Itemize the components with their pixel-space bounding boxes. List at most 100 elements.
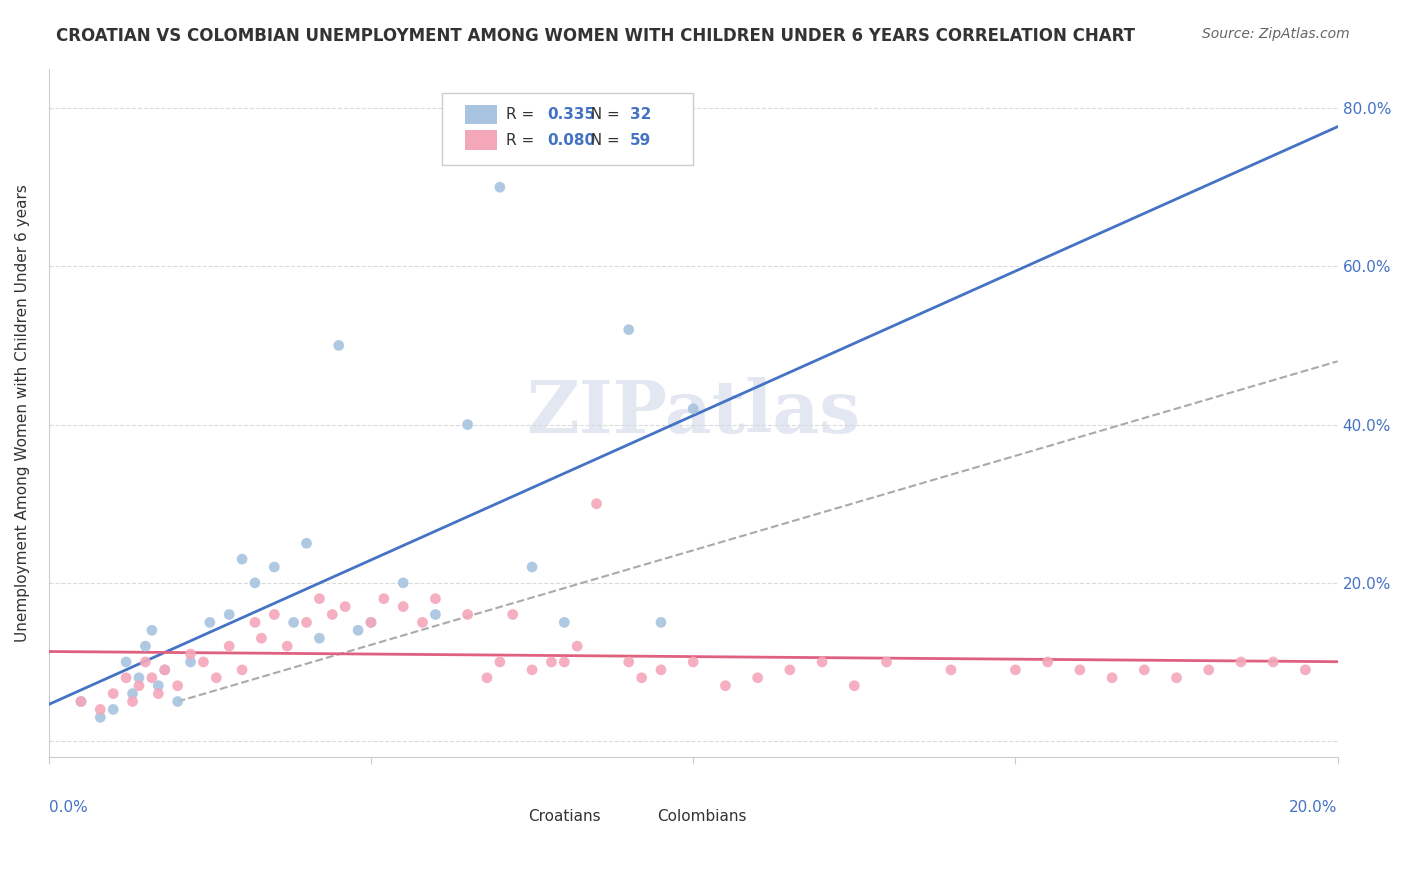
Point xyxy=(1069,663,1091,677)
Point xyxy=(321,607,343,622)
Point xyxy=(335,599,357,614)
Point xyxy=(148,687,170,701)
Point xyxy=(89,702,111,716)
Text: Source: ZipAtlas.com: Source: ZipAtlas.com xyxy=(1202,27,1350,41)
Point xyxy=(218,607,240,622)
Point xyxy=(295,615,318,630)
Point xyxy=(283,615,305,630)
Point xyxy=(425,591,447,606)
Point xyxy=(1263,655,1285,669)
Text: 20.0%: 20.0% xyxy=(1289,800,1337,815)
Point xyxy=(412,615,434,630)
Point xyxy=(134,639,156,653)
Point xyxy=(1294,663,1316,677)
Point xyxy=(347,624,370,638)
Text: 0.0%: 0.0% xyxy=(49,800,87,815)
Point xyxy=(811,655,834,669)
Point xyxy=(276,639,298,653)
Point xyxy=(392,599,415,614)
Point xyxy=(243,615,266,630)
Point xyxy=(457,417,479,432)
FancyBboxPatch shape xyxy=(441,93,693,165)
Point xyxy=(263,607,285,622)
Point xyxy=(205,671,228,685)
Point xyxy=(475,671,498,685)
Point xyxy=(308,591,330,606)
Point xyxy=(747,671,769,685)
Point xyxy=(263,560,285,574)
Point xyxy=(1230,655,1253,669)
Text: 59: 59 xyxy=(630,133,651,147)
Point xyxy=(243,575,266,590)
Text: N =: N = xyxy=(581,133,624,147)
Point xyxy=(553,615,575,630)
Point xyxy=(714,679,737,693)
Point xyxy=(1101,671,1123,685)
Point xyxy=(1036,655,1059,669)
Point xyxy=(148,679,170,693)
Point xyxy=(457,607,479,622)
Point xyxy=(630,671,652,685)
Point xyxy=(193,655,215,669)
Point xyxy=(218,639,240,653)
Point xyxy=(103,702,125,716)
Point xyxy=(180,647,202,661)
Point xyxy=(231,552,253,566)
Point xyxy=(70,694,93,708)
Point xyxy=(115,655,138,669)
Point xyxy=(650,663,672,677)
Point xyxy=(1004,663,1026,677)
Point xyxy=(121,687,143,701)
Point xyxy=(70,694,93,708)
Point xyxy=(779,663,801,677)
Point xyxy=(682,401,704,416)
Point xyxy=(876,655,898,669)
Point xyxy=(328,338,350,352)
Text: 32: 32 xyxy=(630,107,651,122)
Point xyxy=(121,694,143,708)
FancyBboxPatch shape xyxy=(486,814,519,832)
Point xyxy=(1166,671,1188,685)
Point xyxy=(166,694,188,708)
Text: 0.080: 0.080 xyxy=(547,133,596,147)
Point xyxy=(489,180,512,194)
Text: N =: N = xyxy=(581,107,624,122)
Point xyxy=(585,497,607,511)
Point xyxy=(89,710,111,724)
Point xyxy=(128,679,150,693)
Point xyxy=(567,639,589,653)
Point xyxy=(520,663,543,677)
Point xyxy=(360,615,382,630)
Point xyxy=(540,655,562,669)
Point xyxy=(502,607,524,622)
Point xyxy=(153,663,176,677)
Point xyxy=(553,655,575,669)
FancyBboxPatch shape xyxy=(616,814,648,832)
Text: R =: R = xyxy=(506,107,540,122)
Point xyxy=(682,655,704,669)
Point xyxy=(231,663,253,677)
Point xyxy=(141,671,163,685)
Y-axis label: Unemployment Among Women with Children Under 6 years: Unemployment Among Women with Children U… xyxy=(15,184,30,641)
Point xyxy=(1133,663,1156,677)
Point xyxy=(115,671,138,685)
Point xyxy=(153,663,176,677)
Point xyxy=(295,536,318,550)
Text: 0.335: 0.335 xyxy=(547,107,596,122)
FancyBboxPatch shape xyxy=(465,130,498,150)
Point xyxy=(650,615,672,630)
Point xyxy=(134,655,156,669)
Point xyxy=(392,575,415,590)
Point xyxy=(425,607,447,622)
Point xyxy=(489,655,512,669)
Point xyxy=(373,591,395,606)
Point xyxy=(180,655,202,669)
Point xyxy=(360,615,382,630)
Text: CROATIAN VS COLOMBIAN UNEMPLOYMENT AMONG WOMEN WITH CHILDREN UNDER 6 YEARS CORRE: CROATIAN VS COLOMBIAN UNEMPLOYMENT AMONG… xyxy=(56,27,1135,45)
Point xyxy=(617,655,640,669)
Text: R =: R = xyxy=(506,133,540,147)
Text: ZIPatlas: ZIPatlas xyxy=(526,377,860,448)
Point xyxy=(844,679,866,693)
Point xyxy=(1198,663,1220,677)
Point xyxy=(308,631,330,645)
